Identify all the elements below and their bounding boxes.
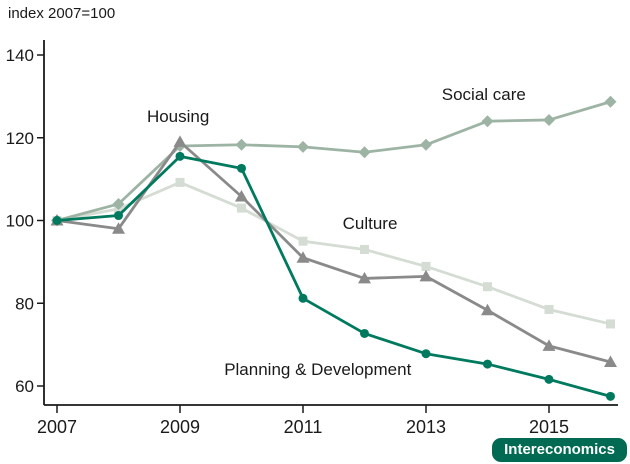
series-marker-housing	[296, 251, 310, 263]
series-line-planning-development	[56, 154, 611, 398]
series-marker-social-care	[297, 140, 309, 153]
series-line-housing	[56, 140, 611, 364]
series-label-planning-development: Planning & Development	[224, 359, 412, 379]
series-marker-social-care	[604, 95, 617, 108]
series-marker-social-care	[420, 138, 432, 151]
series-marker-housing	[542, 339, 556, 351]
series-label-social-care: Social care	[441, 85, 526, 105]
series-marker-social-care	[112, 197, 125, 210]
chart-title: index 2007=100	[8, 5, 116, 22]
series-label-housing: Housing	[146, 107, 210, 127]
series-marker-housing	[358, 271, 371, 284]
series-label-culture: Culture	[342, 213, 398, 233]
series-marker-culture	[237, 203, 246, 213]
y-tick-label: 60	[15, 377, 34, 396]
series-marker-social-care	[235, 138, 248, 151]
series-marker-housing	[481, 303, 494, 316]
y-tick-label: 100	[6, 212, 34, 231]
y-tick-label: 140	[6, 46, 34, 65]
x-tick-label: 2013	[406, 417, 446, 437]
series-marker-planning-development	[52, 216, 62, 225]
series-marker-culture	[421, 261, 431, 271]
series-marker-social-care	[358, 146, 371, 159]
series-marker-planning-development	[175, 151, 185, 161]
series-marker-culture	[175, 177, 185, 187]
series-marker-culture	[483, 282, 492, 292]
series-marker-housing	[112, 222, 125, 234]
x-tick-label: 2011	[284, 417, 323, 437]
series-marker-culture	[360, 244, 369, 254]
series-marker-culture	[544, 304, 554, 314]
series-line-culture	[56, 181, 611, 326]
x-tick-label: 2009	[160, 417, 200, 437]
series-marker-planning-development	[421, 349, 431, 359]
series-marker-social-care	[481, 115, 494, 128]
series-line-social-care	[56, 100, 611, 222]
series-marker-culture	[298, 236, 308, 246]
series-marker-culture	[606, 319, 615, 329]
series-marker-housing	[173, 135, 187, 147]
series-marker-planning-development	[237, 163, 246, 173]
series-marker-housing	[419, 269, 433, 282]
series-marker-planning-development	[483, 359, 492, 369]
series-marker-housing	[604, 355, 617, 368]
x-tick-label: 2007	[37, 417, 77, 437]
series-marker-planning-development	[606, 391, 615, 401]
series-marker-planning-development	[298, 293, 308, 303]
series-marker-planning-development	[360, 328, 369, 338]
y-tick-label: 120	[6, 129, 34, 148]
intereconomics-badge: Intereconomics	[492, 438, 627, 462]
series-marker-housing	[235, 190, 248, 202]
x-tick-label: 2015	[529, 417, 569, 437]
series-marker-social-care	[543, 113, 555, 126]
series-marker-planning-development	[544, 374, 554, 384]
series-marker-planning-development	[114, 211, 123, 221]
y-tick-label: 80	[15, 294, 34, 313]
